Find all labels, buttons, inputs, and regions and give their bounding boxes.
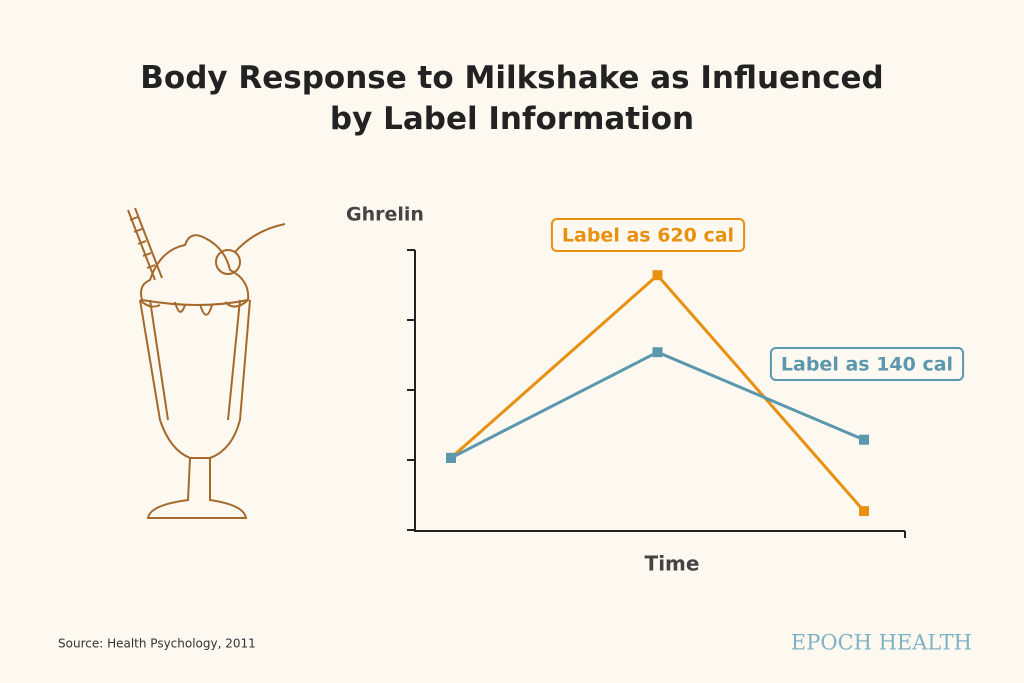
source: Source: Health Psychology, 2011 (58, 637, 256, 651)
logo: EPOCH HEALTH (791, 631, 972, 655)
title-box: Body Response to Milkshake as Influenced… (140, 60, 884, 137)
legend-label: Label as 140 cal (781, 354, 953, 376)
milkshake-illustration (127, 207, 286, 519)
point-marker (859, 506, 869, 517)
point-marker (652, 270, 663, 281)
x-axis-label: Time (645, 552, 700, 576)
chart-title: Body Response to Milkshake as Influenced… (140, 60, 884, 137)
legend-label: Label as 620 cal (562, 225, 734, 247)
point-marker (652, 347, 663, 358)
point-marker (446, 452, 456, 463)
legend-box (769, 347, 965, 381)
point-marker (859, 434, 869, 445)
y-axis-label: Ghrelin (346, 204, 424, 226)
legend-box (550, 218, 746, 252)
